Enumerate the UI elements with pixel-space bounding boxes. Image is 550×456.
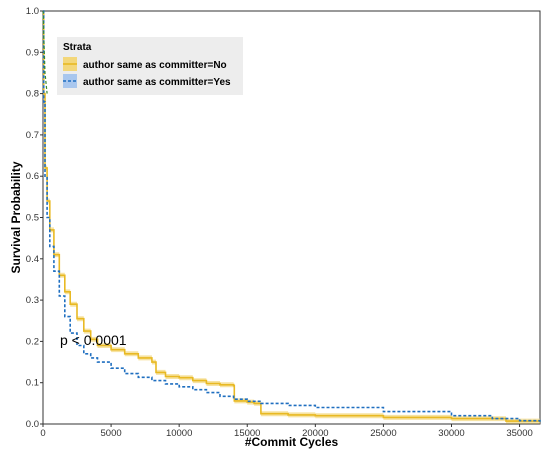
legend-label-1: author same as committer=Yes	[83, 77, 231, 88]
y-axis-label: Survival Probability	[9, 161, 23, 273]
x-tick-label: 15000	[234, 428, 260, 439]
series-line-1	[42, 10, 541, 422]
x-tick-label: 25000	[370, 428, 396, 439]
legend: Strata author same as committer=Noauthor…	[57, 37, 243, 95]
y-tick-label: 0.4	[26, 254, 39, 265]
legend-label-0: author same as committer=No	[83, 60, 227, 71]
legend-background	[57, 37, 243, 95]
y-tick-label: 0.3	[26, 295, 39, 306]
x-tick-label: 5000	[101, 428, 122, 439]
y-tick-label: 0.9	[26, 47, 39, 58]
y-tick-label: 0.0	[26, 419, 39, 430]
x-tick-label: 0	[40, 428, 45, 439]
x-tick-label: 20000	[302, 428, 328, 439]
y-tick-label: 0.5	[26, 213, 39, 224]
x-tick-label: 35000	[506, 428, 532, 439]
y-tick-label: 0.1	[26, 378, 39, 389]
reference-line	[42, 10, 48, 94]
p-value-annotation: p < 0.0001	[60, 332, 127, 348]
y-tick-label: 1.0	[26, 6, 39, 17]
y-tick-label: 0.6	[26, 171, 39, 182]
legend-title: Strata	[63, 42, 92, 53]
x-tick-label: 10000	[166, 428, 192, 439]
legend-items: author same as committer=No author same a…	[63, 57, 231, 88]
x-tick-label: 30000	[438, 428, 464, 439]
series-line-0	[42, 10, 541, 422]
y-tick-label: 0.2	[26, 336, 39, 347]
x-axis-label: #Commit Cycles	[245, 435, 339, 449]
axes: 0 5000 10000 15000 20000 25000 30000 35000 0.0 0.…	[26, 6, 533, 439]
y-tick-label: 0.7	[26, 130, 39, 141]
y-tick-label: 0.8	[26, 89, 39, 100]
survival-curves	[42, 10, 541, 422]
